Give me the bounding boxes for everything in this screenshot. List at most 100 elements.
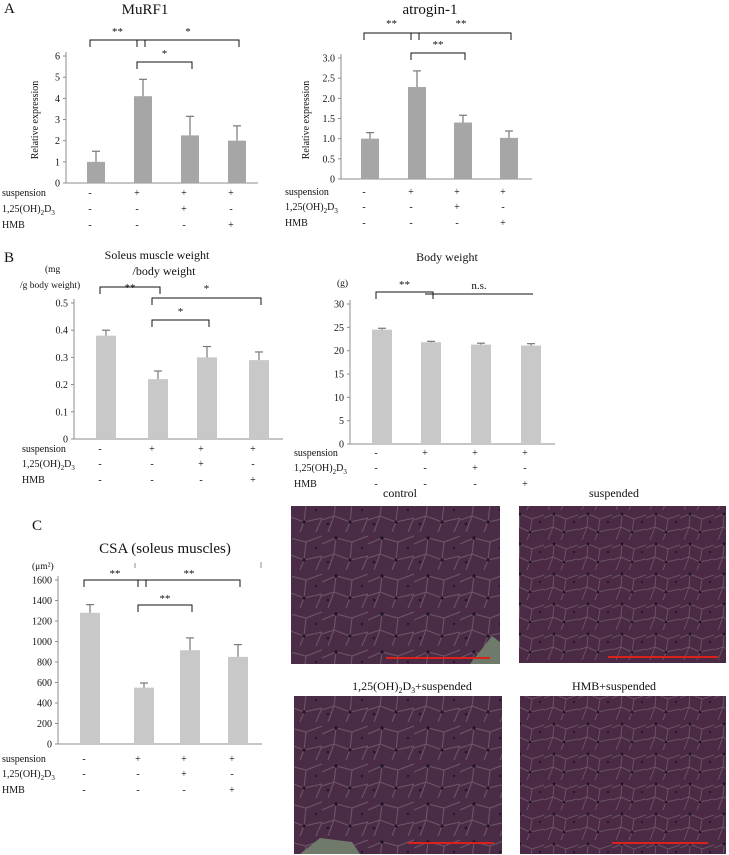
y-tick-label: 3.0 <box>323 54 336 65</box>
y-tick-label: 2.5 <box>323 74 336 85</box>
y-tick-label: 200 <box>37 719 52 730</box>
treatment-sign: - <box>135 204 138 215</box>
histology-hmb-suspended: HMB+suspended <box>520 679 726 854</box>
bar <box>361 138 379 179</box>
axis-unit-label: /g body weight) <box>20 280 80 291</box>
treatment-sign: - <box>150 475 153 486</box>
bar <box>228 140 246 183</box>
treatment-sign: - <box>98 459 101 470</box>
treatment-sign: + <box>181 204 187 215</box>
significance-label: ** <box>456 18 467 30</box>
significance-bracket <box>137 579 241 587</box>
treatment-sign: - <box>230 769 233 780</box>
treatment-sign: + <box>135 754 141 765</box>
y-tick-label: 15 <box>334 370 344 381</box>
y-tick-label: 0.2 <box>56 380 69 391</box>
y-tick-label: 4 <box>55 94 60 105</box>
histology-title-hmb: HMB+suspended <box>572 679 656 693</box>
bar <box>134 96 152 183</box>
treatment-sign: + <box>149 444 155 455</box>
treatment-sign: - <box>136 769 139 780</box>
bar <box>87 161 105 183</box>
treatment-sign: + <box>229 785 235 796</box>
y-tick-label: 2 <box>55 136 60 147</box>
bar <box>408 87 426 179</box>
chart-murf1: MuRF1 Relative expression 0 1 2 3 4 5 6 suspensio… <box>2 2 258 231</box>
significance-label: * <box>178 306 184 318</box>
y-tick-label: 600 <box>37 678 52 689</box>
chart-atrogin1: atrogin-1 Relative expression 0 0.5 1.0 1.5 2.… <box>285 2 532 229</box>
histology-image-hmb <box>520 696 726 854</box>
treatment-sign: - <box>473 479 476 490</box>
row-label-suspension: suspension <box>285 187 329 198</box>
treatment-sign: + <box>454 202 460 213</box>
significance-bracket <box>136 39 240 47</box>
treatment-sign: - <box>88 204 91 215</box>
treatment-sign: - <box>409 218 412 229</box>
treatment-sign: - <box>362 218 365 229</box>
treatment-sign: - <box>82 754 85 765</box>
treatment-sign: + <box>181 188 187 199</box>
treatment-sign: + <box>250 475 256 486</box>
significance-bracket <box>99 286 161 294</box>
histology-suspended: suspended <box>519 486 726 663</box>
row-label-vitd: 1,25(OH)2D3 <box>2 204 55 217</box>
panel-label-b: B <box>4 250 14 266</box>
y-tick-label: 5 <box>339 416 344 427</box>
histology-image-vitd <box>294 696 502 854</box>
chart-soleus-weight: Soleus muscle weight/body weight (mg/g bo… <box>20 248 283 486</box>
treatment-sign: - <box>150 459 153 470</box>
significance-label: ** <box>110 568 121 580</box>
y-tick-label: 30 <box>334 300 344 311</box>
significance-label: * <box>204 283 210 295</box>
panel-label-c: C <box>32 518 42 534</box>
treatment-sign: - <box>501 202 504 213</box>
significance-bracket <box>137 604 193 612</box>
significance-label: * <box>185 26 191 38</box>
chart-csa: CSA (soleus muscles) (μm²) 0 200 400 600 800 10… <box>2 541 262 796</box>
bar <box>421 342 441 444</box>
treatment-sign: - <box>229 204 232 215</box>
y-tick-label: 0 <box>339 440 344 451</box>
histology-title-control: control <box>383 486 418 500</box>
treatment-sign: + <box>472 463 478 474</box>
row-label-vitd: 1,25(OH)2D3 <box>22 459 75 472</box>
significance-bracket <box>83 579 147 587</box>
treatment-sign: + <box>228 220 234 231</box>
bar <box>521 345 541 444</box>
significance-label: * <box>162 48 168 60</box>
treatment-sign: - <box>455 218 458 229</box>
y-tick-label: 1.5 <box>323 114 336 125</box>
treatment-sign: + <box>500 187 506 198</box>
y-tick-label: 800 <box>37 658 52 669</box>
significance-label: n.s. <box>471 280 487 292</box>
treatment-sign: - <box>88 220 91 231</box>
row-label-hmb: HMB <box>22 475 45 486</box>
treatment-sign: - <box>98 475 101 486</box>
significance-bracket <box>375 291 434 299</box>
axis-unit-label: (μm²) <box>32 561 54 572</box>
y-tick-label: 20 <box>334 346 344 357</box>
row-label-suspension: suspension <box>2 754 46 765</box>
treatment-sign: + <box>522 448 528 459</box>
y-tick-label: 1 <box>55 157 60 168</box>
treatment-sign: - <box>88 188 91 199</box>
y-axis-label: Relative expression <box>30 81 41 160</box>
treatment-sign: + <box>198 444 204 455</box>
significance-label: ** <box>386 18 397 30</box>
treatment-sign: + <box>198 459 204 470</box>
bar <box>454 122 472 179</box>
treatment-sign: - <box>362 187 365 198</box>
y-tick-label: 400 <box>37 699 52 710</box>
treatment-sign: - <box>423 463 426 474</box>
treatment-sign: - <box>362 202 365 213</box>
row-label-hmb: HMB <box>2 785 25 796</box>
chart-title: CSA (soleus muscles) <box>99 541 231 557</box>
treatment-sign: - <box>409 202 412 213</box>
y-tick-label: 0.3 <box>56 353 69 364</box>
histology-title-vitd: 1,25(OH)2D3+suspended <box>352 679 472 695</box>
bar <box>96 335 116 439</box>
histology-title-suspended: suspended <box>589 486 639 500</box>
bar <box>181 135 199 183</box>
